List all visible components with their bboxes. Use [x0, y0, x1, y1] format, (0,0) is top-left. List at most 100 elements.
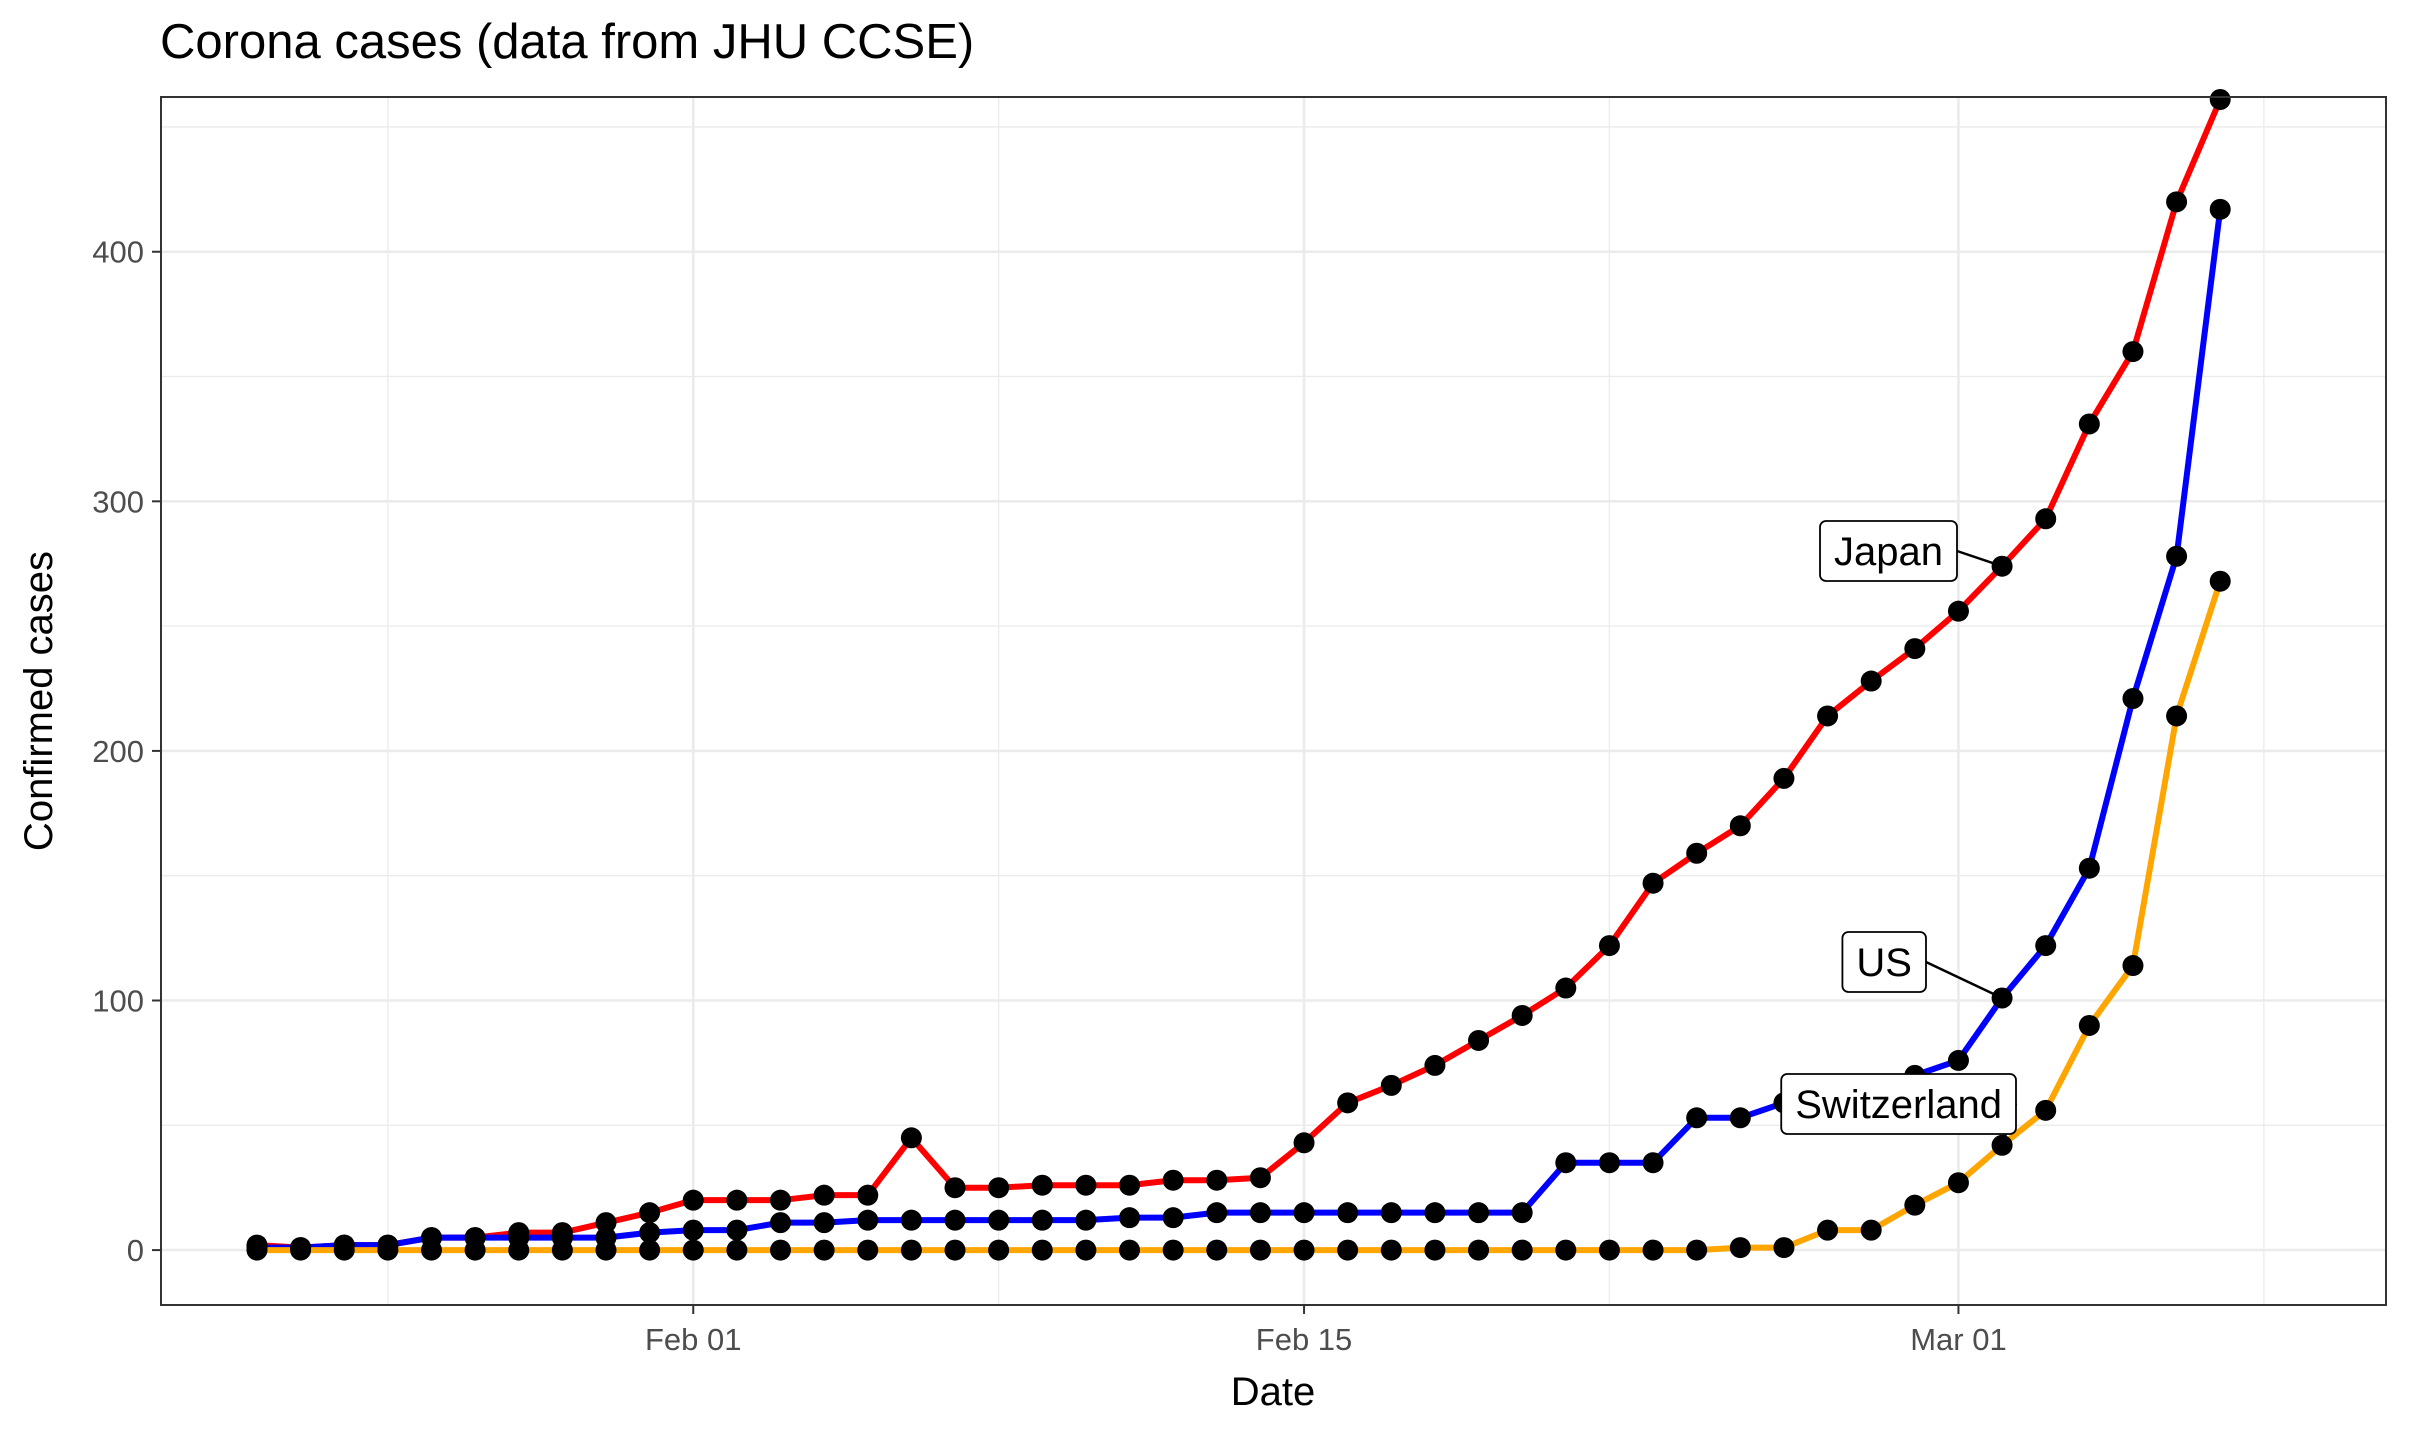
data-point-japan: [900, 1127, 922, 1149]
data-point-us: [2122, 688, 2144, 710]
data-point-us: [1380, 1202, 1402, 1224]
data-point-japan: [1860, 670, 1882, 692]
data-point-japan: [682, 1189, 704, 1211]
data-point-switzerland: [1904, 1194, 1926, 1216]
data-point-switzerland: [2209, 570, 2231, 592]
data-point-us: [682, 1219, 704, 1241]
data-point-japan: [1773, 767, 1795, 789]
data-point-japan: [2166, 191, 2188, 213]
data-point-us: [813, 1212, 835, 1234]
grid: [161, 97, 2386, 1305]
data-point-switzerland: [900, 1239, 922, 1261]
annotation-label-box: [1841, 931, 1927, 993]
data-point-switzerland: [639, 1239, 661, 1261]
data-point-us: [770, 1212, 792, 1234]
data-point-japan: [1206, 1169, 1228, 1191]
data-point-switzerland: [1817, 1219, 1839, 1241]
data-point-switzerland: [1468, 1239, 1490, 1261]
data-point-japan: [2078, 413, 2100, 435]
data-point-switzerland: [2035, 1099, 2057, 1121]
data-point-japan: [1075, 1174, 1097, 1196]
data-point-us: [726, 1219, 748, 1241]
data-point-us: [1337, 1202, 1359, 1224]
data-point-us: [988, 1209, 1010, 1231]
data-point-us: [944, 1209, 966, 1231]
data-point-japan: [813, 1184, 835, 1206]
data-point-switzerland: [420, 1239, 442, 1261]
annotation-leader-line: [1925, 960, 2003, 1000]
data-point-switzerland: [1424, 1239, 1446, 1261]
data-point-switzerland: [857, 1239, 879, 1261]
plot-panel-border: [160, 96, 2387, 1306]
data-point-switzerland: [1293, 1239, 1315, 1261]
data-point-us: [1555, 1152, 1577, 1174]
x-tick-label: Feb 01: [645, 1322, 742, 1357]
data-point-us: [1642, 1152, 1664, 1174]
y-tick-label: 400: [92, 235, 144, 270]
data-point-us: [2078, 857, 2100, 879]
data-point-us: [1729, 1107, 1751, 1129]
data-point-switzerland: [988, 1239, 1010, 1261]
data-point-japan: [2209, 88, 2231, 110]
data-point-switzerland: [1511, 1239, 1533, 1261]
data-point-japan: [1031, 1174, 1053, 1196]
data-point-japan: [2035, 508, 2057, 530]
data-point-japan: [595, 1212, 617, 1234]
data-point-switzerland: [1075, 1239, 1097, 1261]
data-point-japan: [988, 1177, 1010, 1199]
data-point-japan: [1598, 935, 1620, 957]
data-point-us: [900, 1209, 922, 1231]
annotation-label-box: [1780, 1073, 2017, 1135]
data-point-japan: [1337, 1092, 1359, 1114]
x-axis-title: Date: [1231, 1370, 1316, 1414]
data-point-japan: [1249, 1167, 1271, 1189]
data-point-switzerland: [246, 1239, 268, 1261]
annotation-japan: Japan: [1819, 520, 2003, 582]
data-point-switzerland: [1555, 1239, 1577, 1261]
data-point-japan: [1424, 1054, 1446, 1076]
data-point-japan: [1119, 1174, 1141, 1196]
data-point-us: [1424, 1202, 1446, 1224]
annotation-label-box: [1819, 520, 1958, 582]
data-point-switzerland: [1686, 1239, 1708, 1261]
data-point-japan: [1162, 1169, 1184, 1191]
data-point-us: [1293, 1202, 1315, 1224]
data-point-switzerland: [1119, 1239, 1141, 1261]
data-point-japan: [1904, 638, 1926, 660]
data-point-japan: [770, 1189, 792, 1211]
data-point-japan: [726, 1189, 748, 1211]
data-point-switzerland: [2166, 705, 2188, 727]
y-tick-label: 100: [92, 984, 144, 1019]
data-point-japan: [1468, 1029, 1490, 1051]
data-point-switzerland: [944, 1239, 966, 1261]
data-point-japan: [944, 1177, 966, 1199]
data-point-us: [1206, 1202, 1228, 1224]
data-point-switzerland: [1031, 1239, 1053, 1261]
series-line-switzerland: [256, 580, 2224, 1254]
data-point-us: [857, 1209, 879, 1231]
data-point-switzerland: [2122, 955, 2144, 977]
data-point-japan: [1817, 705, 1839, 727]
data-point-switzerland: [464, 1239, 486, 1261]
data-point-switzerland: [1642, 1239, 1664, 1261]
data-point-japan: [1555, 977, 1577, 999]
x-tick-label: Mar 01: [1910, 1322, 2006, 1357]
data-point-japan: [1380, 1074, 1402, 1096]
chart-title: Corona cases (data from JHU CCSE): [160, 15, 974, 69]
data-point-japan: [2122, 341, 2144, 363]
data-point-switzerland: [726, 1239, 748, 1261]
annotation-label: Japan: [1834, 530, 1943, 574]
data-point-switzerland: [1249, 1239, 1271, 1261]
data-point-us: [1686, 1107, 1708, 1129]
data-point-us: [2035, 935, 2057, 957]
data-point-switzerland: [1773, 1237, 1795, 1259]
data-point-us: [1598, 1152, 1620, 1174]
data-point-us: [1162, 1207, 1184, 1229]
data-point-us: [2166, 545, 2188, 567]
data-point-japan: [857, 1184, 879, 1206]
data-point-switzerland: [551, 1239, 573, 1261]
data-point-switzerland: [1729, 1237, 1751, 1259]
annotation-leader-line: [1956, 549, 2003, 568]
x-tick-label: Feb 15: [1256, 1322, 1353, 1357]
